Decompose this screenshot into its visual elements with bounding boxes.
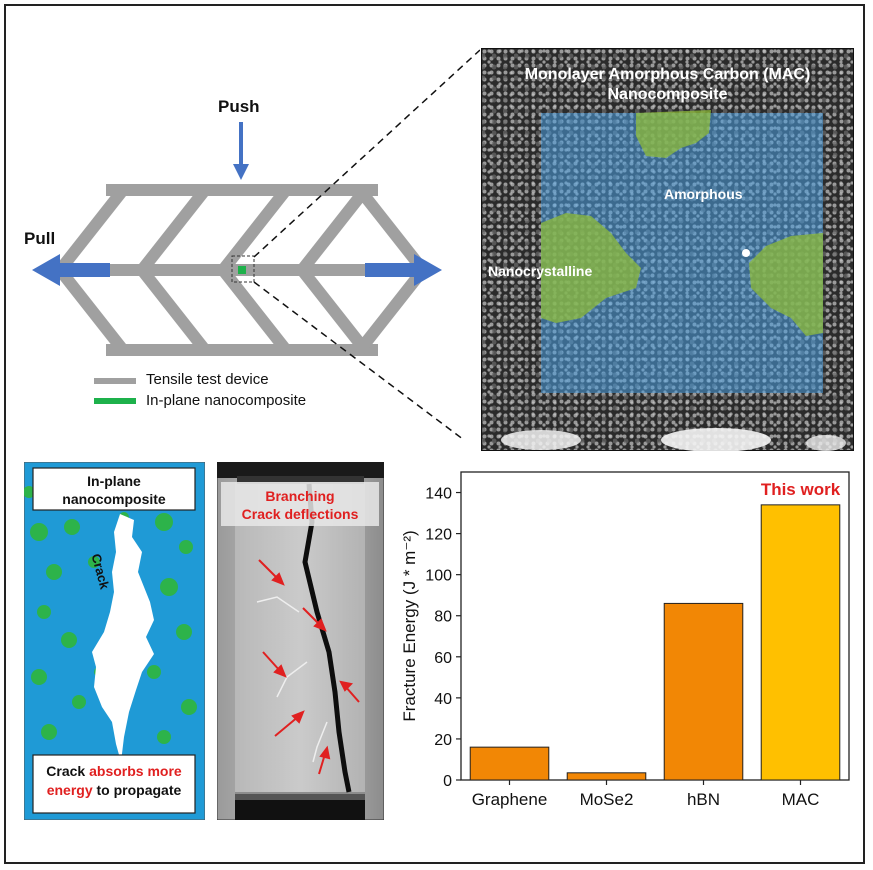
y-tick-label: 80 xyxy=(434,609,452,626)
micrograph-title-line2: Nanocomposite xyxy=(607,86,728,103)
bar-mac xyxy=(760,504,841,781)
caption-propagate: to propagate xyxy=(92,782,182,798)
y-tick-label: 60 xyxy=(434,650,452,667)
simulation-caption: Crack absorbs more energy to propagate xyxy=(33,762,195,800)
nanocrystalline-region-right xyxy=(749,233,823,336)
device-schematic xyxy=(32,49,480,440)
x-tick-label: MAC xyxy=(782,790,820,809)
y-tick-label: 20 xyxy=(434,732,452,749)
pull-arrows xyxy=(32,254,442,286)
sem-title-line1: Branching xyxy=(265,488,335,504)
sem-title-box xyxy=(221,482,379,526)
deflection-arrows xyxy=(258,559,360,775)
micrograph-title: Monolayer Amorphous Carbon (MAC) Nanocom… xyxy=(481,65,854,105)
nanocrystalline-label: Nanocrystalline xyxy=(488,263,593,279)
simulation-title-box xyxy=(32,467,196,511)
legend-swatch-device xyxy=(94,378,136,384)
micrograph-title-line1: Monolayer Amorphous Carbon (MAC) xyxy=(524,66,811,83)
caption-crack: Crack xyxy=(46,763,90,779)
figure-frame xyxy=(4,4,865,864)
y-axis-label: Fracture Energy (J * m⁻²) xyxy=(400,530,419,721)
bar-hbn xyxy=(663,602,744,781)
y-tick-label: 120 xyxy=(425,527,452,544)
x-tick-label: Graphene xyxy=(472,790,548,809)
simulation-caption-box xyxy=(32,754,196,814)
legend-device-label: Tensile test device xyxy=(146,371,269,388)
sem-title-line2: Crack deflections xyxy=(241,506,359,522)
push-label: Push xyxy=(218,97,260,116)
pull-label: Pull xyxy=(24,229,56,248)
fracture-energy-chart: 0 20 40 60 80 100 120 140 Graphene MoSe2 hBN MAC Thi… xyxy=(400,471,850,809)
grain-clusters xyxy=(24,486,197,768)
caption-energy: energy xyxy=(46,782,93,798)
zoom-line-bottom xyxy=(253,281,466,440)
simulation-title-line2: nanocomposite xyxy=(62,491,166,507)
crack-shape xyxy=(92,514,154,762)
push-arrow xyxy=(233,122,249,180)
amorphous-label: Amorphous xyxy=(664,186,743,202)
nanocrystalline-region-left xyxy=(541,213,641,323)
sem-image xyxy=(217,462,384,820)
crack-simulation xyxy=(24,462,205,820)
y-tick-label: 0 xyxy=(443,773,452,790)
device-frame xyxy=(55,184,428,356)
caption-absorbs: absorbs more xyxy=(89,763,182,779)
x-tick-label: hBN xyxy=(687,790,720,809)
y-tick-label: 100 xyxy=(425,568,452,585)
legend-nanocomposite-label: In-plane nanocomposite xyxy=(146,392,307,409)
y-tick-label: 140 xyxy=(425,486,452,503)
y-tick-label: 40 xyxy=(434,691,452,708)
nanocrystalline-region-top xyxy=(636,110,711,158)
crack-line xyxy=(302,483,352,793)
x-tick-label: MoSe2 xyxy=(580,790,634,809)
annotation-this-work: This work xyxy=(761,480,841,499)
bar-mose2 xyxy=(566,772,647,781)
mac-micrograph xyxy=(481,48,854,451)
plot-frame xyxy=(460,471,850,781)
zoom-box xyxy=(231,255,255,283)
nanocomposite-spot xyxy=(238,266,246,274)
zoom-line-top xyxy=(253,49,480,258)
simulation-title-line1: In-plane xyxy=(87,473,141,489)
legend-swatch-nanocomposite xyxy=(94,398,136,404)
sem-title: Branching Crack deflections xyxy=(221,487,379,523)
bar-graphene xyxy=(469,746,550,781)
simulation-title: In-plane nanocomposite xyxy=(33,472,195,508)
